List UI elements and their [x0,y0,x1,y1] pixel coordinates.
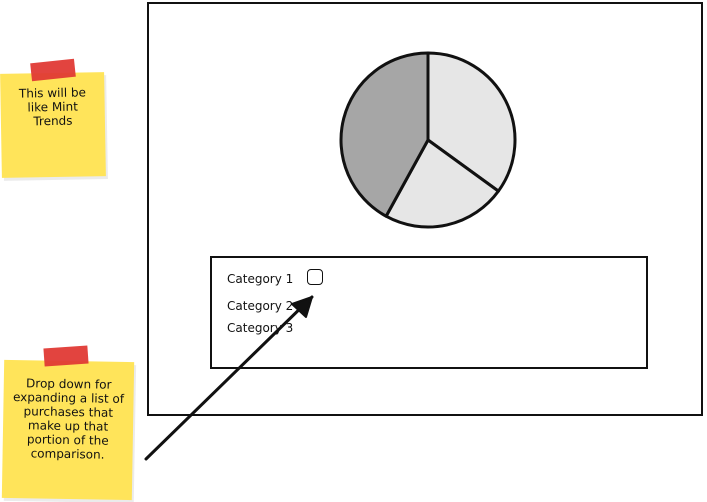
pie-slice-2 [384,138,500,229]
tape-bottom [43,345,89,367]
sticky-note-top-text: This will be like Mint Trends [18,85,87,129]
pie-chart [335,47,521,233]
category-panel: Category 1 Category 2 Category 3 [210,256,648,369]
category-label-3: Category 3 [227,321,294,335]
pie-slice-1 [426,51,517,193]
pie-slice-3 [339,51,430,218]
sticky-note-bottom-text: Drop down for expanding a list of purcha… [12,376,125,462]
pie-chart-svg [339,51,517,229]
category-label-1: Category 1 [227,272,294,286]
sticky-note-top: This will be like Mint Trends [0,72,106,178]
category-1-dropdown-toggle[interactable] [307,269,323,285]
sticky-note-bottom: Drop down for expanding a list of purcha… [1,359,135,501]
category-label-2: Category 2 [227,299,294,313]
